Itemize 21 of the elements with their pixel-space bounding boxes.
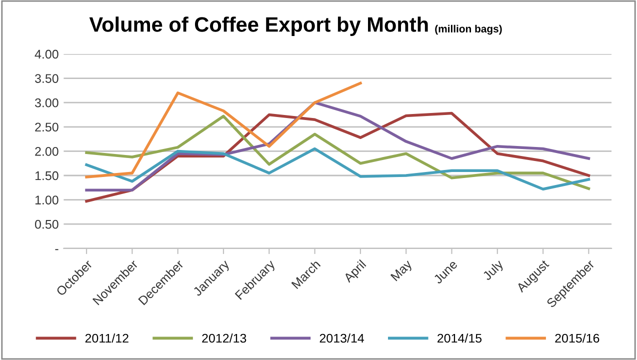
chart-subtitle: (million bags) — [435, 24, 502, 35]
legend-label: 2014/15 — [438, 334, 482, 343]
y-tick-label: - — [55, 249, 58, 250]
y-tick-label: 4.00 — [34, 50, 58, 59]
y-tick-label: 2.50 — [35, 122, 58, 132]
x-tick-label: May — [390, 259, 414, 284]
line-series — [85, 82, 362, 178]
y-tick-label: 1.00 — [35, 196, 58, 204]
legend-label: 2015/16 — [555, 334, 600, 343]
y-tick-label: 1.50 — [35, 171, 58, 180]
chart-title: Volume of Coffee Export by Month — [89, 16, 428, 36]
y-tick-label: 3.50 — [34, 74, 58, 83]
y-tick-label: 2.00 — [35, 147, 58, 156]
x-tick-label: July — [482, 258, 506, 283]
legend-label: 2013/14 — [320, 334, 364, 343]
y-tick-label: 3.00 — [34, 98, 58, 108]
line-series — [85, 147, 590, 190]
legend-label: 2011/12 — [85, 334, 128, 343]
y-tick-label: 0.50 — [35, 220, 58, 229]
line-series — [85, 114, 590, 190]
legend-label: 2012/13 — [202, 334, 246, 343]
